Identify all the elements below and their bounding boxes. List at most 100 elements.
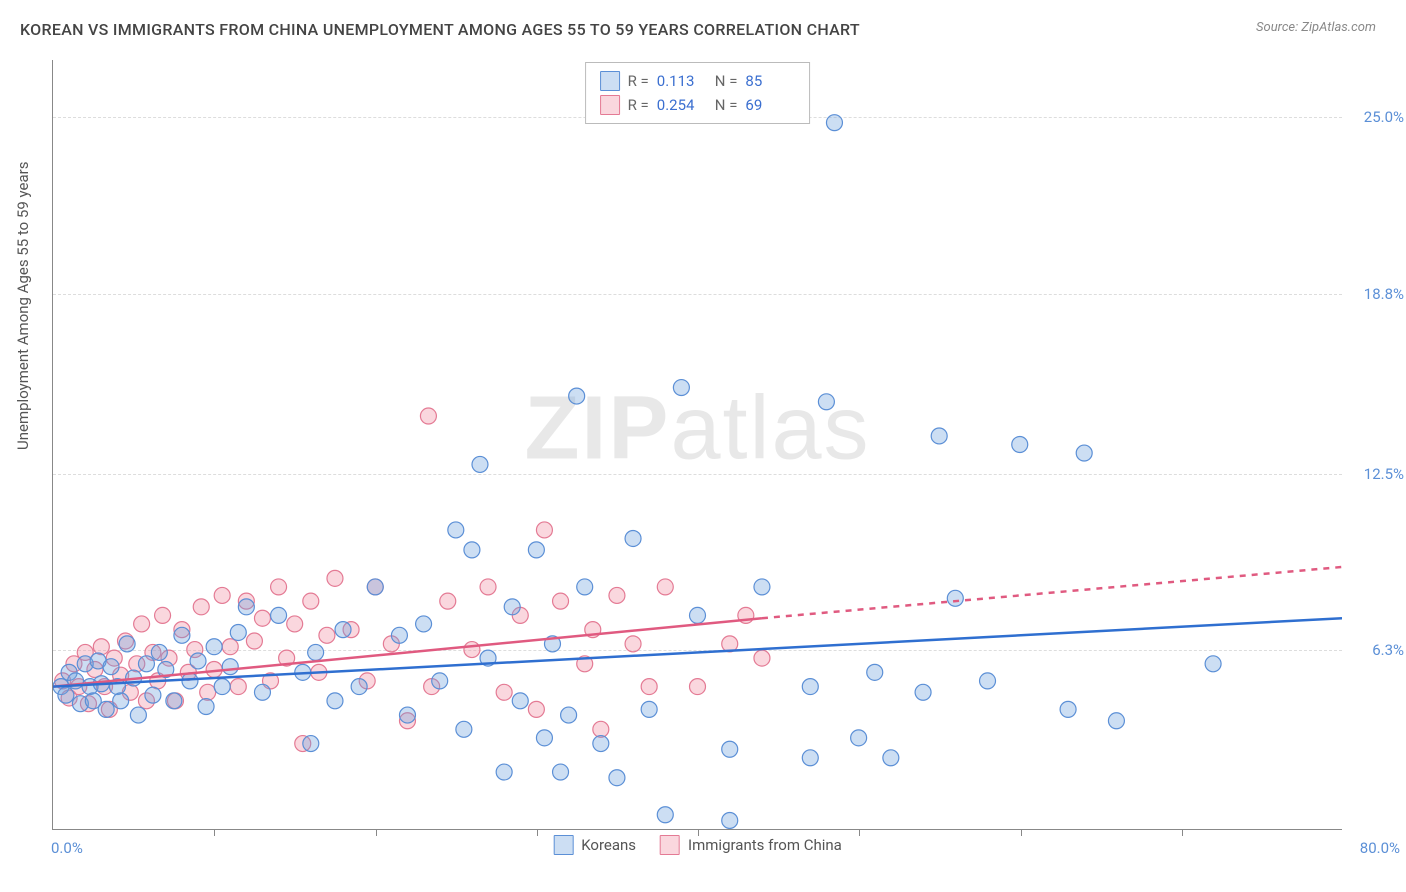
r-value: 0.254 (657, 93, 707, 117)
data-point (335, 622, 351, 638)
source-attribution: Source: ZipAtlas.com (1256, 20, 1376, 35)
data-point (303, 736, 319, 752)
data-point (182, 673, 198, 689)
x-axis-max-label: 80.0% (1360, 839, 1400, 857)
data-point (287, 616, 303, 632)
x-tick (537, 829, 538, 836)
legend-item: Koreans (553, 835, 636, 855)
data-point (754, 579, 770, 595)
correlation-row: R =0.113N =85 (600, 69, 796, 93)
data-point (851, 730, 867, 746)
n-label: N = (715, 69, 738, 93)
data-point (690, 679, 706, 695)
data-point (657, 579, 673, 595)
r-label: R = (628, 93, 649, 117)
data-point (536, 522, 552, 538)
data-point (1012, 437, 1028, 453)
data-point (528, 542, 544, 558)
data-point (174, 627, 190, 643)
data-point (722, 812, 738, 828)
data-point (206, 639, 222, 655)
y-tick-label: 6.3% (1372, 641, 1404, 659)
data-point (303, 593, 319, 609)
r-label: R = (628, 69, 649, 93)
data-point (553, 764, 569, 780)
data-point (657, 807, 673, 823)
data-point (222, 639, 238, 655)
legend-label: Immigrants from China (688, 836, 842, 854)
data-point (464, 542, 480, 558)
data-point (1205, 656, 1221, 672)
data-point (883, 750, 899, 766)
data-point (420, 408, 436, 424)
y-tick-label: 25.0% (1364, 108, 1404, 126)
data-point (480, 579, 496, 595)
data-point (472, 456, 488, 472)
correlation-legend: R =0.113N =85R =0.254N =69 (585, 62, 811, 124)
data-point (254, 610, 270, 626)
data-point (113, 693, 129, 709)
data-point (155, 607, 171, 623)
data-point (190, 653, 206, 669)
data-point (432, 673, 448, 689)
data-point (625, 636, 641, 652)
data-point (826, 115, 842, 131)
data-point (569, 388, 585, 404)
data-point (980, 673, 996, 689)
data-point (103, 659, 119, 675)
data-point (464, 642, 480, 658)
data-point (440, 593, 456, 609)
data-point (818, 394, 834, 410)
data-point (254, 684, 270, 700)
data-point (536, 730, 552, 746)
data-point (673, 380, 689, 396)
data-point (151, 644, 167, 660)
data-point (625, 530, 641, 546)
data-point (214, 587, 230, 603)
data-point (915, 684, 931, 700)
n-value: 69 (745, 93, 795, 117)
chart-title: KOREAN VS IMMIGRANTS FROM CHINA UNEMPLOY… (20, 20, 860, 39)
data-point (391, 627, 407, 643)
data-point (593, 721, 609, 737)
data-point (138, 656, 154, 672)
data-point (319, 627, 335, 643)
data-point (947, 590, 963, 606)
data-point (512, 693, 528, 709)
data-point (246, 633, 262, 649)
data-point (193, 599, 209, 615)
data-point (448, 522, 464, 538)
data-point (198, 699, 214, 715)
data-point (609, 770, 625, 786)
x-tick (1182, 829, 1183, 836)
data-point (58, 687, 74, 703)
legend-swatch (600, 95, 620, 115)
x-axis-min-label: 0.0% (51, 839, 83, 857)
n-label: N = (715, 93, 738, 117)
data-point (1076, 445, 1092, 461)
data-point (134, 616, 150, 632)
data-point (238, 599, 254, 615)
data-point (93, 639, 109, 655)
data-point (367, 579, 383, 595)
data-point (553, 593, 569, 609)
data-point (641, 679, 657, 695)
data-point (214, 679, 230, 695)
data-point (722, 741, 738, 757)
data-point (754, 650, 770, 666)
series-legend: Koreans Immigrants from China (553, 835, 842, 855)
data-point (230, 624, 246, 640)
data-point (271, 607, 287, 623)
legend-item: Immigrants from China (660, 835, 842, 855)
legend-swatch (553, 835, 573, 855)
data-point (416, 616, 432, 632)
data-point (802, 750, 818, 766)
y-tick-label: 12.5% (1364, 465, 1404, 483)
n-value: 85 (745, 69, 795, 93)
data-point (456, 721, 472, 737)
x-tick (1021, 829, 1022, 836)
data-point (641, 701, 657, 717)
data-point (119, 636, 135, 652)
data-point (399, 707, 415, 723)
x-tick (859, 829, 860, 836)
